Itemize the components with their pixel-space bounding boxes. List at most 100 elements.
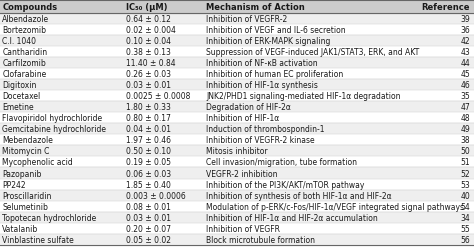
Text: 56: 56 bbox=[460, 235, 470, 244]
Text: VEGFR-2 inhibition: VEGFR-2 inhibition bbox=[206, 169, 278, 178]
Text: JNK2/PHD1 signaling-mediated HIF-1α degradation: JNK2/PHD1 signaling-mediated HIF-1α degr… bbox=[206, 92, 401, 101]
Bar bbox=[0, 102, 474, 113]
Text: 1.80 ± 0.33: 1.80 ± 0.33 bbox=[126, 103, 171, 112]
Bar bbox=[0, 190, 474, 201]
Text: 0.08 ± 0.01: 0.08 ± 0.01 bbox=[126, 202, 171, 211]
Text: Block microtubule formation: Block microtubule formation bbox=[206, 235, 315, 244]
Bar bbox=[0, 80, 474, 91]
Text: Inhibition of VEGFR-2: Inhibition of VEGFR-2 bbox=[206, 15, 287, 24]
Text: 35: 35 bbox=[460, 92, 470, 101]
Text: 53: 53 bbox=[460, 180, 470, 189]
Text: 0.03 ± 0.01: 0.03 ± 0.01 bbox=[126, 81, 171, 90]
Text: PP242: PP242 bbox=[2, 180, 26, 189]
Text: Inhibition of VEGFR-2 kinase: Inhibition of VEGFR-2 kinase bbox=[206, 136, 315, 145]
Text: Gemcitabine hydrochloride: Gemcitabine hydrochloride bbox=[2, 125, 106, 134]
Bar bbox=[0, 135, 474, 146]
Bar bbox=[0, 91, 474, 102]
Text: Inhibition of synthesis of both HIF-1α and HIF-2α: Inhibition of synthesis of both HIF-1α a… bbox=[206, 191, 392, 200]
Bar bbox=[0, 113, 474, 124]
Bar bbox=[0, 146, 474, 157]
Text: 0.003 ± 0.0006: 0.003 ± 0.0006 bbox=[126, 191, 185, 200]
Bar bbox=[0, 25, 474, 36]
Bar bbox=[0, 201, 474, 212]
Bar bbox=[0, 58, 474, 69]
Text: 11.40 ± 0.84: 11.40 ± 0.84 bbox=[126, 59, 175, 68]
Text: 0.05 ± 0.02: 0.05 ± 0.02 bbox=[126, 235, 171, 244]
Text: Inhibition of the PI3K/AKT/mTOR pathway: Inhibition of the PI3K/AKT/mTOR pathway bbox=[206, 180, 365, 189]
Text: Proscillaridin: Proscillaridin bbox=[2, 191, 52, 200]
Text: 47: 47 bbox=[460, 103, 470, 112]
Bar bbox=[0, 168, 474, 179]
Text: 1.97 ± 0.46: 1.97 ± 0.46 bbox=[126, 136, 171, 145]
Text: Induction of thrombospondin-1: Induction of thrombospondin-1 bbox=[206, 125, 325, 134]
Text: 0.20 ± 0.07: 0.20 ± 0.07 bbox=[126, 224, 171, 233]
Text: IC₅₀ (μM): IC₅₀ (μM) bbox=[126, 3, 167, 12]
Text: 36: 36 bbox=[460, 26, 470, 35]
Text: 0.26 ± 0.03: 0.26 ± 0.03 bbox=[126, 70, 171, 79]
Text: Vinblastine sulfate: Vinblastine sulfate bbox=[2, 235, 74, 244]
Text: 43: 43 bbox=[460, 48, 470, 57]
Text: Inhibition of HIF-1α synthesis: Inhibition of HIF-1α synthesis bbox=[206, 81, 318, 90]
Text: Inhibition of NF-κB activation: Inhibition of NF-κB activation bbox=[206, 59, 318, 68]
Text: 1.85 ± 0.40: 1.85 ± 0.40 bbox=[126, 180, 171, 189]
Text: Inhibition of ERK-MAPK signaling: Inhibition of ERK-MAPK signaling bbox=[206, 37, 330, 46]
Bar bbox=[0, 14, 474, 25]
Text: Suppression of VEGF-induced JAK1/STAT3, ERK, and AKT: Suppression of VEGF-induced JAK1/STAT3, … bbox=[206, 48, 419, 57]
Bar bbox=[0, 234, 474, 244]
Text: Topotecan hydrochloride: Topotecan hydrochloride bbox=[2, 213, 97, 222]
Text: C.I. 1040: C.I. 1040 bbox=[2, 37, 36, 46]
Text: 34: 34 bbox=[460, 213, 470, 222]
Text: 50: 50 bbox=[460, 147, 470, 156]
Text: Mitosis inhibitor: Mitosis inhibitor bbox=[206, 147, 268, 156]
Text: 54: 54 bbox=[460, 202, 470, 211]
Text: Mitomycin C: Mitomycin C bbox=[2, 147, 50, 156]
Text: 0.38 ± 0.13: 0.38 ± 0.13 bbox=[126, 48, 171, 57]
Text: 0.64 ± 0.12: 0.64 ± 0.12 bbox=[126, 15, 171, 24]
Text: 0.06 ± 0.03: 0.06 ± 0.03 bbox=[126, 169, 171, 178]
Bar bbox=[0, 157, 474, 168]
Text: 49: 49 bbox=[460, 125, 470, 134]
Text: Pazopanib: Pazopanib bbox=[2, 169, 42, 178]
Text: Bortezomib: Bortezomib bbox=[2, 26, 46, 35]
Text: Flavopiridol hydrochloride: Flavopiridol hydrochloride bbox=[2, 114, 102, 123]
Bar bbox=[0, 223, 474, 234]
Text: 51: 51 bbox=[461, 158, 470, 167]
Text: 46: 46 bbox=[460, 81, 470, 90]
Bar bbox=[0, 69, 474, 80]
Text: 0.50 ± 0.10: 0.50 ± 0.10 bbox=[126, 147, 171, 156]
Text: Degradation of HIF-2α: Degradation of HIF-2α bbox=[206, 103, 291, 112]
Text: Inhibition of VEGF and IL-6 secretion: Inhibition of VEGF and IL-6 secretion bbox=[206, 26, 346, 35]
Bar bbox=[0, 179, 474, 190]
Text: Reference: Reference bbox=[422, 3, 470, 12]
Text: 0.10 ± 0.04: 0.10 ± 0.04 bbox=[126, 37, 171, 46]
Text: Cell invasion/migration, tube formation: Cell invasion/migration, tube formation bbox=[206, 158, 357, 167]
Text: Cantharidin: Cantharidin bbox=[2, 48, 47, 57]
Bar bbox=[0, 47, 474, 58]
Bar bbox=[0, 1, 474, 14]
Text: 44: 44 bbox=[460, 59, 470, 68]
Text: Inhibition of VEGFR: Inhibition of VEGFR bbox=[206, 224, 280, 233]
Text: 42: 42 bbox=[461, 37, 470, 46]
Bar bbox=[0, 36, 474, 47]
Text: Albendazole: Albendazole bbox=[2, 15, 49, 24]
Text: Inhibition of HIF-1α and HIF-2α accumulation: Inhibition of HIF-1α and HIF-2α accumula… bbox=[206, 213, 378, 222]
Text: Inhibition of HIF-1α: Inhibition of HIF-1α bbox=[206, 114, 280, 123]
Text: Mycophenolic acid: Mycophenolic acid bbox=[2, 158, 73, 167]
Text: 45: 45 bbox=[460, 70, 470, 79]
Text: Clofarabine: Clofarabine bbox=[2, 70, 46, 79]
Text: 0.0025 ± 0.0008: 0.0025 ± 0.0008 bbox=[126, 92, 190, 101]
Text: Vatalanib: Vatalanib bbox=[2, 224, 38, 233]
Text: Carfilzomib: Carfilzomib bbox=[2, 59, 46, 68]
Text: 38: 38 bbox=[461, 136, 470, 145]
Text: Modulation of p-ERK/c-Fos/HIF-1α/VEGF integrated signal pathways: Modulation of p-ERK/c-Fos/HIF-1α/VEGF in… bbox=[206, 202, 464, 211]
Text: 52: 52 bbox=[461, 169, 470, 178]
Text: 40: 40 bbox=[460, 191, 470, 200]
Text: 48: 48 bbox=[461, 114, 470, 123]
Text: 0.04 ± 0.01: 0.04 ± 0.01 bbox=[126, 125, 171, 134]
Text: 0.19 ± 0.05: 0.19 ± 0.05 bbox=[126, 158, 171, 167]
Text: Inhibition of human EC proliferation: Inhibition of human EC proliferation bbox=[206, 70, 344, 79]
Text: 0.03 ± 0.01: 0.03 ± 0.01 bbox=[126, 213, 171, 222]
Text: Selumetinib: Selumetinib bbox=[2, 202, 48, 211]
Text: Compounds: Compounds bbox=[2, 3, 57, 12]
Text: Mebendazole: Mebendazole bbox=[2, 136, 53, 145]
